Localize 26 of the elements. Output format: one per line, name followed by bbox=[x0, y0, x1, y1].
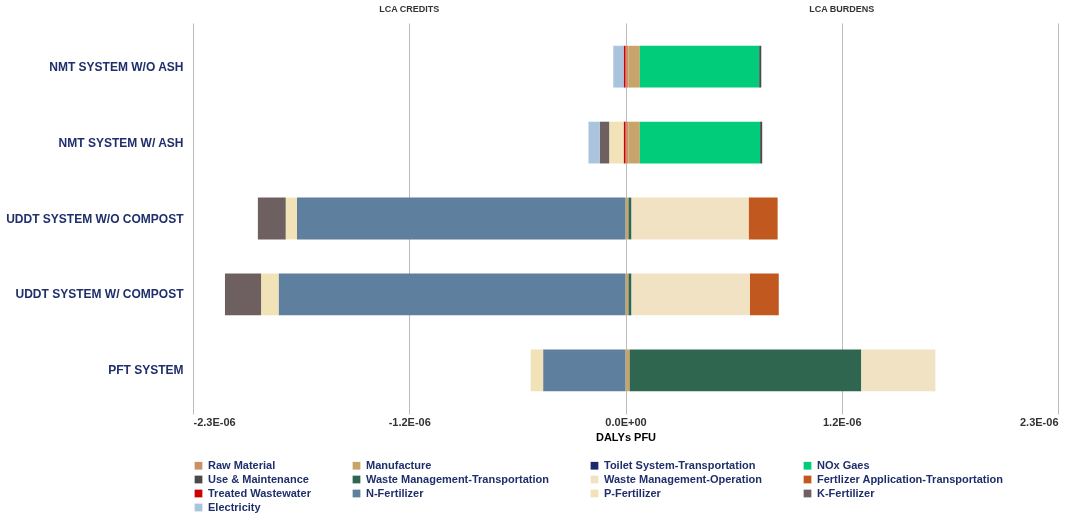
legend-label: NOx Gaes bbox=[817, 458, 870, 471]
x-tick-label: -2.3E-06 bbox=[193, 415, 236, 428]
y-tick-label: UDDT SYSTEM W/O COMPOST bbox=[6, 211, 185, 226]
legend-label: P-Fertilizer bbox=[604, 486, 662, 499]
legend-label: Waste Management-Operation bbox=[604, 472, 763, 485]
legend-label: Waste Management-Transportation bbox=[366, 472, 550, 485]
legend-label: K-Fertilizer bbox=[817, 486, 876, 499]
x-tick-label: -1.2E-06 bbox=[388, 415, 431, 428]
legend-label: Raw Material bbox=[208, 458, 276, 471]
y-tick-label: PFT SYSTEM bbox=[108, 363, 184, 378]
text: LCA CREDITS bbox=[379, 4, 440, 14]
legend-label: Electricity bbox=[208, 500, 262, 513]
legend-label: N-Fertilizer bbox=[366, 486, 425, 499]
x-tick-label: 2.3E-06 bbox=[1019, 415, 1059, 428]
text: LCA BURDENS bbox=[809, 4, 875, 14]
y-tick-label: NMT SYSTEM W/ ASH bbox=[58, 135, 184, 150]
legend-label: Fertlizer Application-Transportation bbox=[817, 472, 1004, 485]
legend-label: Treated Wastewater bbox=[208, 486, 312, 499]
legend-label: Toilet System-Transportation bbox=[604, 458, 756, 471]
x-tick-label: 0.0E+00 bbox=[605, 415, 647, 428]
x-axis-title: DALYs PFU bbox=[595, 430, 657, 443]
x-tick-label: 1.2E-06 bbox=[822, 415, 862, 428]
y-tick-label: UDDT SYSTEM W/ COMPOST bbox=[15, 287, 185, 302]
y-tick-label: NMT SYSTEM W/O ASH bbox=[49, 59, 184, 74]
legend-label: Use & Maintenance bbox=[208, 472, 309, 485]
legend-label: Manufacture bbox=[366, 458, 432, 471]
